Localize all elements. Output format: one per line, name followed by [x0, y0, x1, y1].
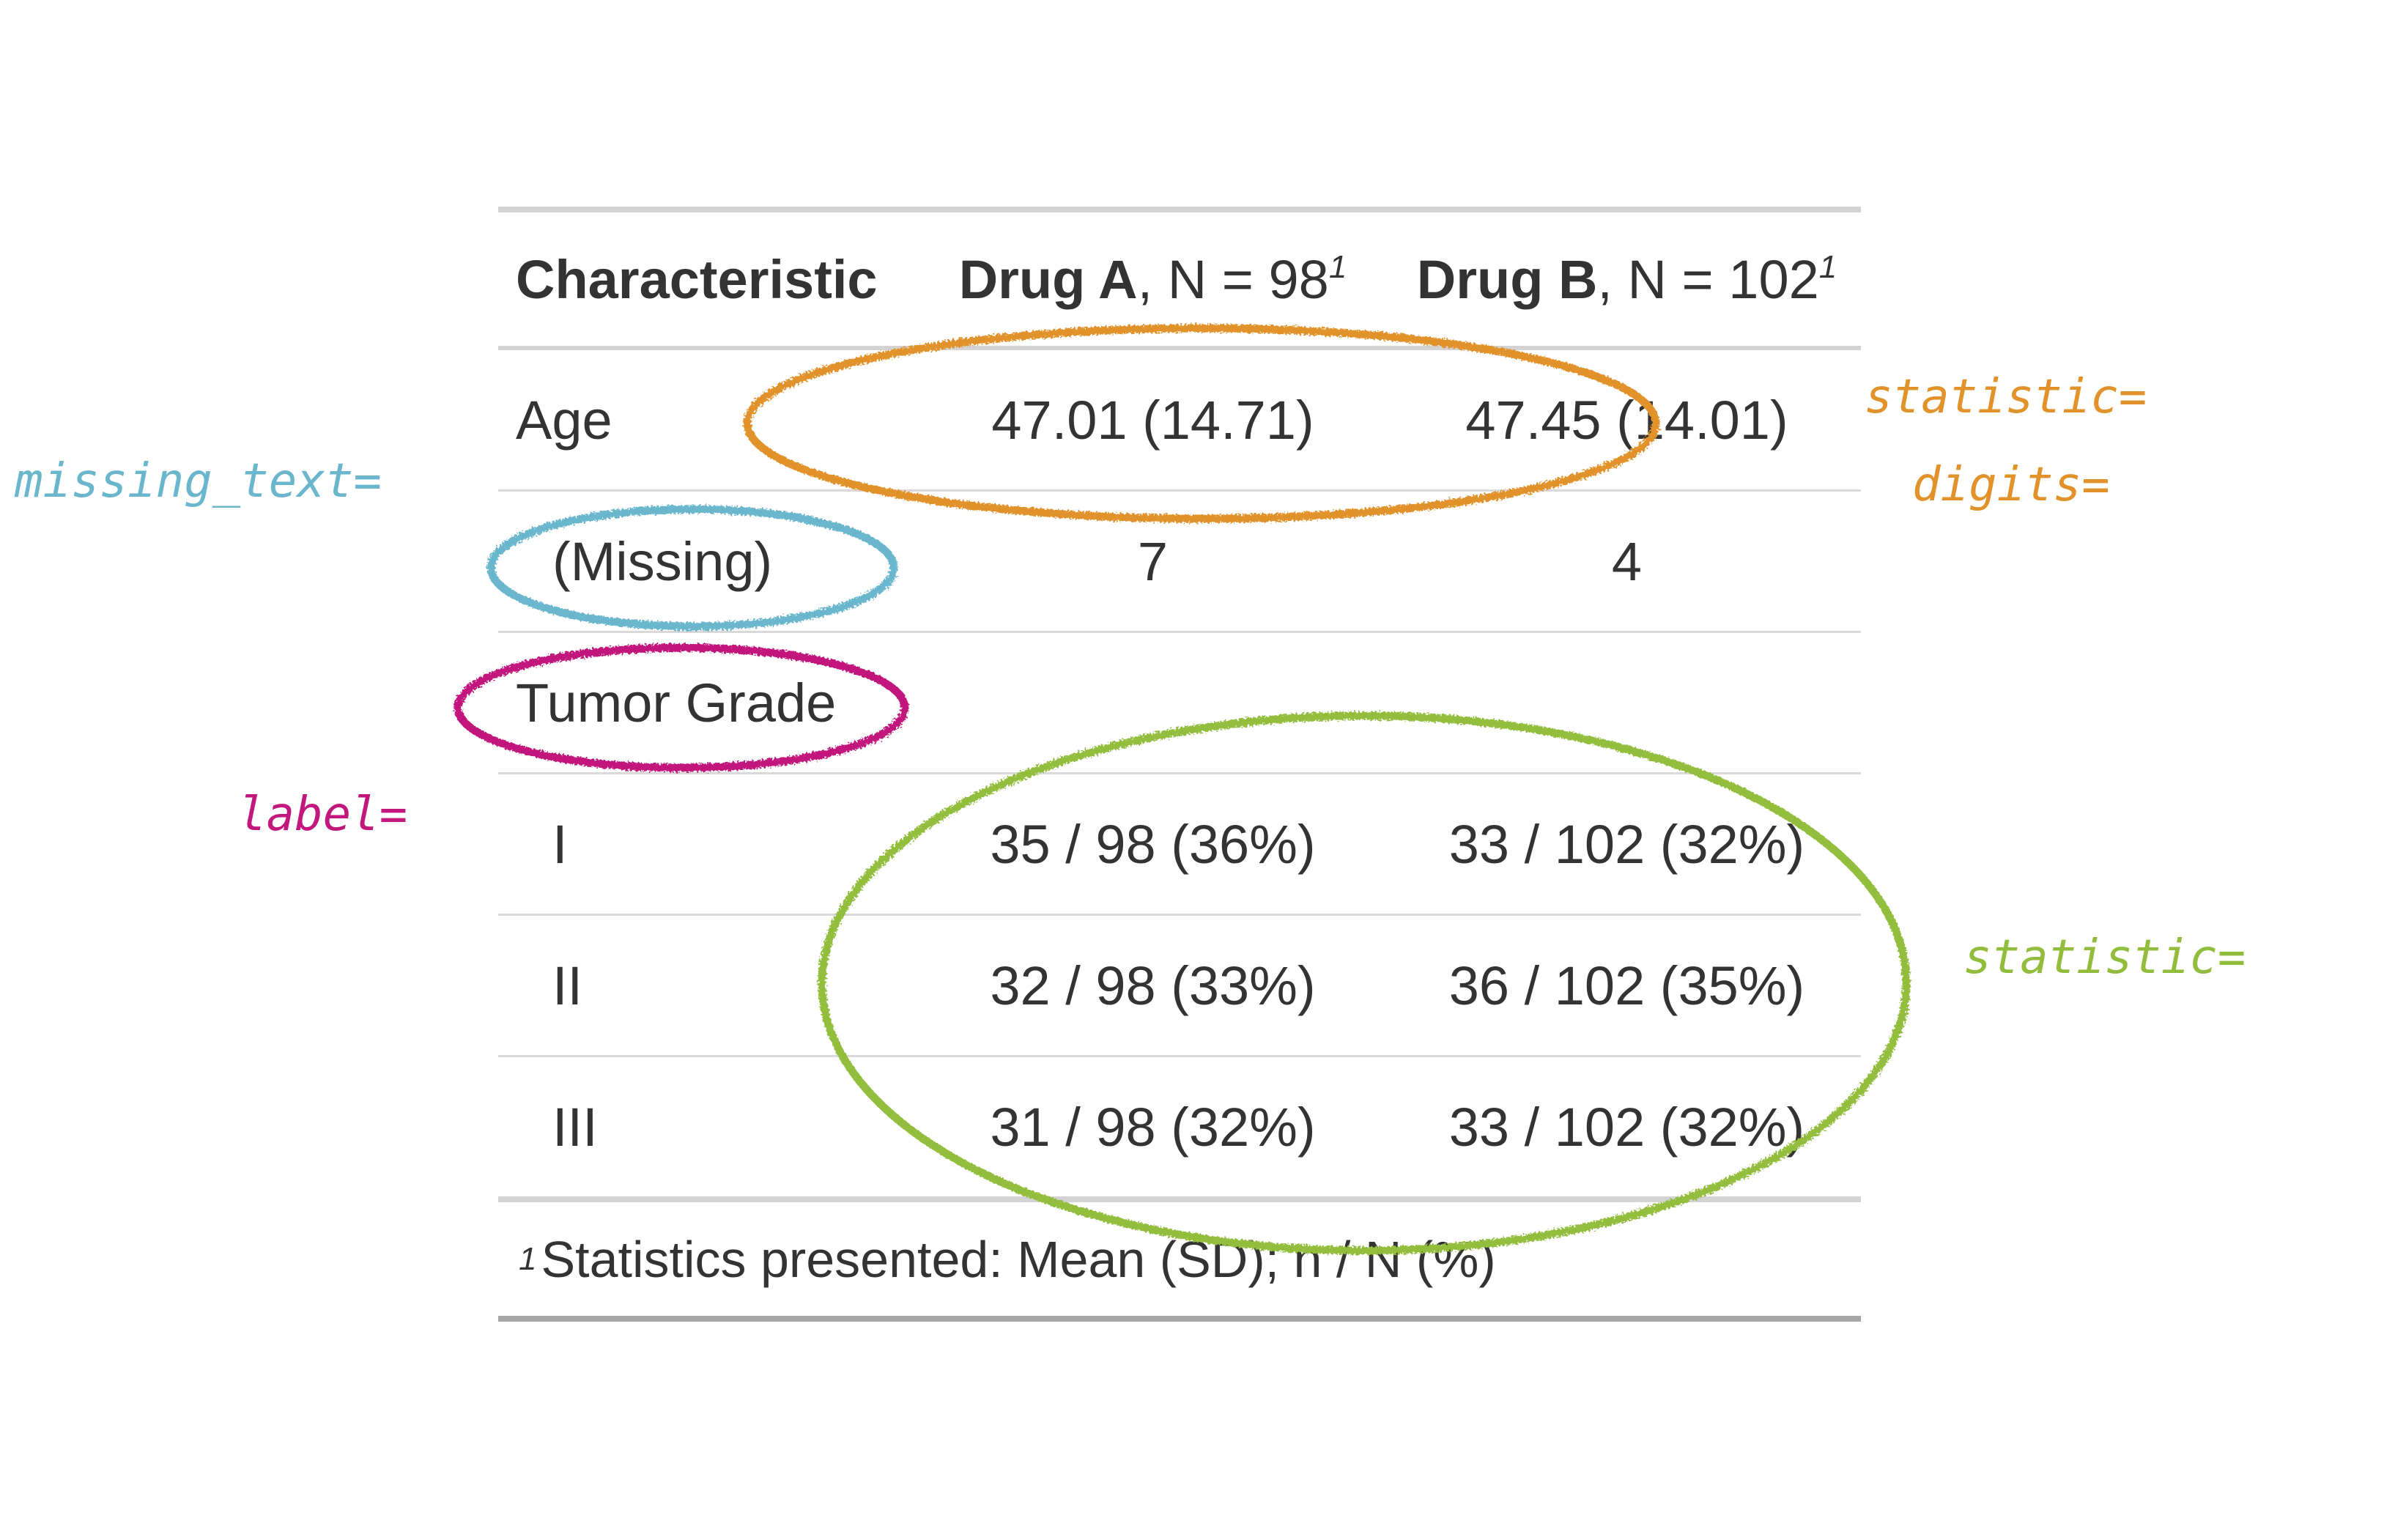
drug-a-value: 32 / 98 (33%) — [990, 955, 1316, 1016]
table-row: Age 47.01 (14.71) 47.45 (14.01) — [498, 350, 1861, 489]
drug-b-value: 4 — [1611, 530, 1643, 592]
table-row: Tumor Grade — [498, 633, 1861, 772]
label-highlight — [454, 643, 909, 772]
drug-b-value: 33 / 102 (32%) — [1448, 1096, 1805, 1158]
statistic-highlight — [818, 711, 1911, 1255]
drug-b-value: 47.45 (14.01) — [1465, 389, 1788, 451]
summary-table: Characteristic Drug A, N = 981 Drug B, N… — [498, 207, 1861, 1322]
drug-b-value: 33 / 102 (32%) — [1448, 813, 1805, 875]
row-divider — [498, 489, 1861, 492]
statistic-top-annotation: statistic= — [1865, 370, 2147, 424]
row-label: I — [552, 813, 568, 875]
statistic-digits-highlight — [743, 324, 1660, 523]
missing-text-annotation: missing_text= — [15, 454, 382, 508]
table-footnote: 1 Statistics presented: Mean (SD); n / N … — [519, 1230, 1496, 1288]
row-label: Age — [516, 389, 612, 451]
row-divider — [498, 1055, 1861, 1057]
header-drug-b: Drug B, N = 1021 — [1393, 248, 1861, 311]
label-annotation: label= — [238, 788, 408, 842]
table-top-rule — [498, 207, 1861, 212]
row-divider — [498, 914, 1861, 916]
table-row: (Missing) 7 4 — [498, 492, 1861, 631]
row-label: (Missing) — [552, 530, 773, 592]
drug-b-value: 36 / 102 (35%) — [1448, 955, 1805, 1016]
row-divider — [498, 772, 1861, 774]
digits-annotation: digits= — [1912, 458, 2110, 512]
header-drug-b-n: , N = 102 — [1597, 248, 1819, 310]
table-end-rule — [498, 1316, 1861, 1322]
table-row: II 32 / 98 (33%) 36 / 102 (35%) — [498, 916, 1861, 1055]
drug-a-value: 7 — [1137, 530, 1169, 592]
footnote-text: Statistics presented: Mean (SD); n / N (… — [541, 1230, 1496, 1288]
header-characteristic: Characteristic — [516, 248, 878, 310]
header-rule — [498, 346, 1861, 350]
drug-a-value: 47.01 (14.71) — [991, 389, 1314, 451]
header-drug-a-name: Drug A — [958, 248, 1138, 310]
header-drug-a-n: , N = 98 — [1137, 248, 1329, 310]
drug-a-value: 35 / 98 (36%) — [990, 813, 1316, 875]
row-label: Tumor Grade — [516, 672, 837, 733]
drug-a-value: 31 / 98 (32%) — [990, 1096, 1316, 1158]
table-row: I 35 / 98 (36%) 33 / 102 (32%) — [498, 774, 1861, 914]
table-row: III 31 / 98 (32%) 33 / 102 (32%) — [498, 1057, 1861, 1196]
table-bottom-rule — [498, 1196, 1861, 1202]
row-divider — [498, 631, 1861, 633]
header-drug-a-footnote-marker: 1 — [1328, 248, 1347, 285]
header-drug-a: Drug A, N = 981 — [913, 248, 1393, 311]
missing-text-highlight — [486, 505, 898, 631]
row-label: III — [552, 1096, 598, 1158]
statistic-bottom-annotation: statistic= — [1963, 930, 2246, 985]
table-header-row: Characteristic Drug A, N = 981 Drug B, N… — [498, 212, 1861, 346]
header-drug-b-name: Drug B — [1416, 248, 1598, 310]
header-drug-b-footnote-marker: 1 — [1818, 248, 1837, 285]
row-label: II — [552, 955, 583, 1016]
